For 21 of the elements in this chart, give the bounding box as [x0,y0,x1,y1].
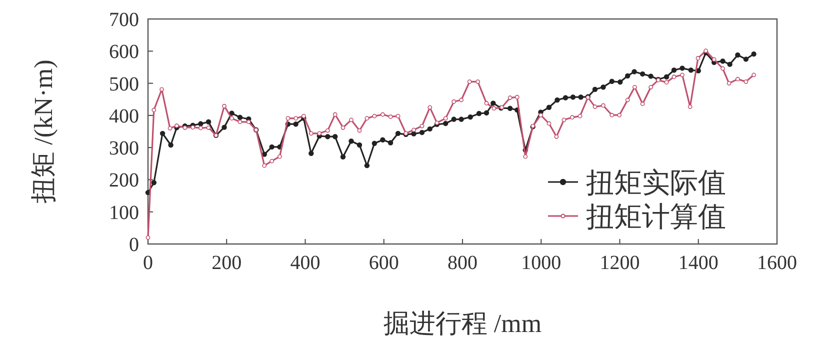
y-axis-title: 扭矩 /(kN·m) [29,60,58,204]
y-tick-label: 0 [129,234,139,256]
x-tick-label: 800 [448,252,478,274]
x-tick-label: 1000 [521,252,562,274]
y-tick-label: 300 [109,138,139,160]
x-tick-label: 0 [143,252,153,274]
x-axis-title: 掘进行程 /mm [383,309,542,338]
y-tick-label: 400 [109,105,139,128]
y-tick-label: 500 [109,73,139,96]
x-tick-label: 1200 [600,252,640,274]
legend-label: 扭矩实际值 [586,168,726,199]
x-tick-label: 600 [368,252,399,274]
y-tick-label: 600 [109,41,139,64]
legend-label: 扭矩计算值 [586,202,726,233]
x-tick-label: 1400 [678,252,718,274]
y-tick-label: 700 [109,9,139,31]
x-tick-label: 1600 [757,252,797,274]
x-tick-label: 400 [290,252,320,274]
x-tick-label: 200 [212,252,242,274]
y-tick-label: 200 [109,170,139,192]
y-tick-label: 100 [109,202,139,224]
